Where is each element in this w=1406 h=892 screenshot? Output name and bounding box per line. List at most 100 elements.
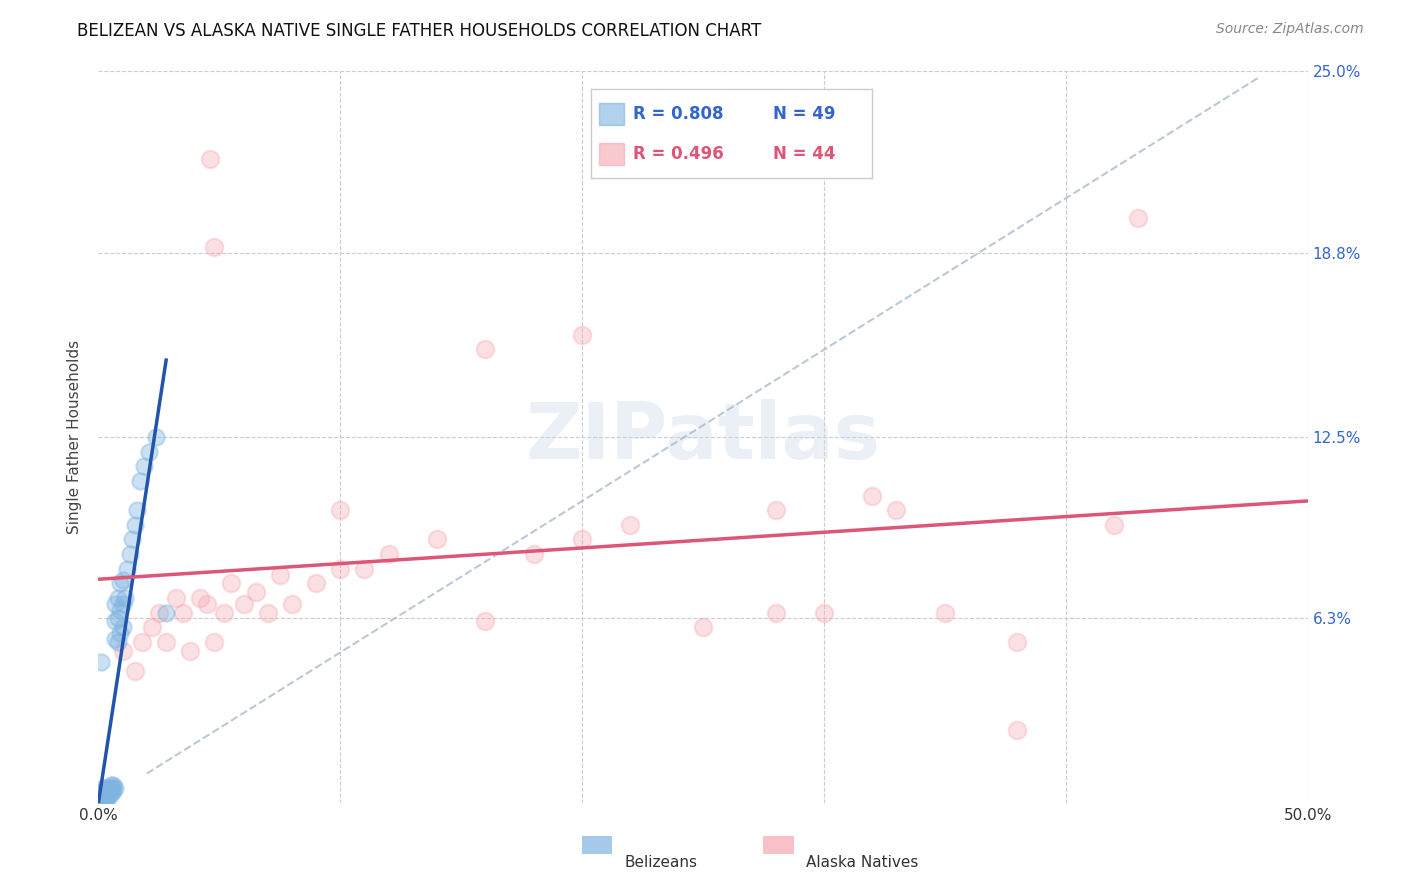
Point (107, 591, 129, 605)
Point (523, 547, 546, 561)
Point (145, 430, 167, 444)
Point (1128, 211, 1150, 225)
Point (127, 503, 149, 517)
Point (860, 489, 883, 503)
Point (91, 781, 114, 796)
Point (121, 533, 143, 547)
Point (426, 533, 449, 547)
Point (100, 781, 122, 796)
Point (100, 784, 122, 798)
Bar (582, 836, 613, 854)
Point (134, 459, 156, 474)
Point (90, 787, 112, 801)
Text: R = 0.808: R = 0.808 (633, 104, 723, 123)
Point (100, 778, 122, 792)
Point (305, 576, 328, 591)
Text: ZIPatlas: ZIPatlas (526, 399, 880, 475)
Point (571, 533, 593, 547)
Point (765, 503, 787, 517)
Point (107, 611, 129, 625)
Point (813, 606, 835, 620)
Point (114, 591, 136, 605)
Point (124, 664, 146, 678)
Point (101, 784, 124, 798)
Point (104, 781, 127, 796)
Point (353, 562, 375, 576)
Point (269, 567, 291, 582)
Point (97, 787, 120, 801)
Point (131, 635, 153, 649)
Point (281, 597, 304, 611)
Point (90, 793, 112, 807)
Point (107, 635, 129, 649)
Point (212, 606, 235, 620)
Point (256, 606, 278, 620)
Point (329, 562, 352, 576)
Point (329, 503, 352, 517)
Point (204, 240, 226, 254)
Point (619, 517, 641, 532)
Text: Source: ZipAtlas.com: Source: ZipAtlas.com (1216, 22, 1364, 37)
Point (94, 789, 117, 804)
Point (692, 620, 714, 634)
Point (90, 656, 112, 670)
Point (155, 606, 177, 620)
Text: BELIZEAN VS ALASKA NATIVE SINGLE FATHER HOUSEHOLDS CORRELATION CHART: BELIZEAN VS ALASKA NATIVE SINGLE FATHER … (77, 22, 762, 40)
Point (138, 444, 160, 458)
Text: Alaska Natives: Alaska Natives (806, 855, 918, 871)
Point (765, 606, 787, 620)
Point (100, 787, 122, 801)
Point (377, 547, 399, 561)
Point (111, 597, 134, 611)
Point (104, 597, 127, 611)
Point (474, 343, 496, 357)
Point (97, 781, 120, 796)
Point (474, 615, 496, 629)
Point (94, 784, 117, 798)
Point (1007, 723, 1029, 737)
Bar (763, 836, 794, 854)
Point (104, 632, 127, 646)
Point (91, 787, 114, 801)
Point (111, 643, 134, 657)
Text: Belizeans: Belizeans (624, 855, 697, 871)
Point (94, 787, 117, 801)
Point (172, 606, 194, 620)
Point (148, 606, 170, 620)
Point (179, 643, 201, 657)
Bar (599, 103, 624, 125)
Point (111, 620, 134, 634)
Point (155, 635, 177, 649)
Point (198, 152, 221, 166)
Text: R = 0.496: R = 0.496 (633, 145, 724, 163)
Point (232, 597, 254, 611)
Point (124, 517, 146, 532)
Point (117, 562, 139, 576)
Point (101, 781, 124, 796)
Point (108, 576, 131, 591)
Point (245, 585, 267, 599)
Point (94, 793, 117, 807)
Point (165, 591, 187, 605)
Text: N = 49: N = 49 (773, 104, 835, 123)
Point (97, 784, 120, 798)
Point (97, 789, 120, 804)
Point (90, 789, 112, 804)
Point (108, 603, 131, 617)
Point (188, 591, 211, 605)
Point (91, 793, 114, 807)
Y-axis label: Single Father Households: Single Father Households (67, 340, 83, 534)
Point (1007, 635, 1029, 649)
Point (204, 635, 226, 649)
Point (91, 784, 114, 798)
Point (221, 576, 243, 591)
Bar (599, 143, 624, 165)
Point (94, 781, 117, 796)
Point (108, 626, 131, 640)
Point (118, 547, 141, 561)
Point (128, 474, 150, 488)
Point (1102, 517, 1125, 532)
Point (141, 620, 163, 634)
Point (104, 615, 127, 629)
Point (101, 778, 124, 792)
